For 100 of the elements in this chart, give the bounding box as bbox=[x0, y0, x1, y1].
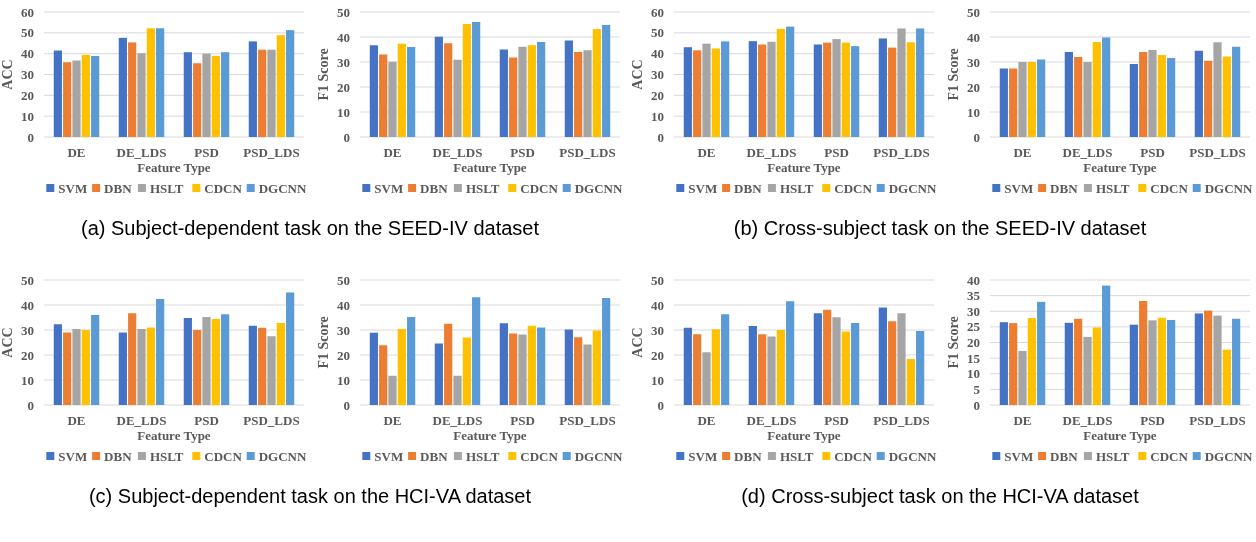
bar bbox=[1213, 42, 1222, 137]
y-tick-label: 30 bbox=[967, 303, 980, 319]
y-tick-label: 20 bbox=[651, 87, 664, 103]
bar bbox=[434, 343, 443, 405]
bar bbox=[1204, 310, 1213, 405]
bar bbox=[916, 28, 925, 137]
bar bbox=[574, 52, 583, 137]
bar bbox=[1092, 327, 1101, 405]
x-tick-label: DE_LDS bbox=[746, 413, 797, 428]
y-tick-label: 20 bbox=[651, 347, 664, 363]
text: (a) Subject-dependent task on the SEED-IV dataset bbox=[80, 217, 540, 239]
bar bbox=[1064, 322, 1073, 405]
x-tick-label: DE_LDS bbox=[116, 145, 167, 160]
x-axis-title: Feature Type bbox=[453, 160, 527, 175]
y-tick-label: 50 bbox=[651, 272, 664, 288]
bar bbox=[1204, 60, 1213, 137]
y-tick-label: 50 bbox=[651, 25, 664, 41]
y-axis-title: F1 Score bbox=[316, 48, 331, 101]
y-tick-label: 50 bbox=[337, 4, 350, 20]
legend-label: SVM bbox=[688, 448, 718, 464]
legend-label: DGCNN bbox=[574, 448, 623, 464]
y-tick-label: 10 bbox=[651, 372, 664, 388]
y-tick-label: 50 bbox=[21, 272, 34, 288]
bar bbox=[1027, 62, 1036, 137]
bar bbox=[851, 323, 860, 405]
legend-label: SVM bbox=[58, 448, 88, 464]
bar bbox=[721, 314, 730, 405]
bar bbox=[1083, 336, 1092, 405]
legend-label: CDCN bbox=[1150, 448, 1189, 464]
bar bbox=[564, 329, 573, 405]
bar bbox=[1037, 59, 1046, 137]
x-tick-label: DE bbox=[697, 413, 716, 428]
legend-label: DGCNN bbox=[574, 180, 623, 196]
bar bbox=[878, 38, 887, 137]
bar bbox=[518, 46, 527, 137]
legend-label: CDCN bbox=[1150, 180, 1189, 196]
bar bbox=[137, 53, 146, 137]
bar bbox=[702, 43, 711, 137]
bar bbox=[711, 48, 720, 137]
bar bbox=[509, 57, 518, 137]
bar bbox=[248, 325, 257, 405]
bar bbox=[878, 307, 887, 405]
y-tick-label: 50 bbox=[21, 25, 34, 41]
y-tick-label: 10 bbox=[967, 366, 980, 382]
bar bbox=[776, 28, 785, 137]
text: (c) Subject-dependent task on the HCI-VA dataset bbox=[88, 485, 532, 507]
bar bbox=[813, 44, 822, 137]
bar bbox=[267, 49, 276, 137]
bar bbox=[221, 52, 230, 137]
bar bbox=[758, 44, 767, 137]
legend-label: DGCNN bbox=[1204, 180, 1253, 196]
y-tick-label: 0 bbox=[657, 397, 664, 413]
legend-label: CDCN bbox=[204, 448, 243, 464]
bar bbox=[583, 344, 592, 405]
bar bbox=[786, 26, 795, 137]
bar bbox=[444, 323, 453, 405]
x-axis-title: Feature Type bbox=[137, 160, 211, 175]
bar bbox=[81, 54, 90, 137]
bar bbox=[462, 337, 471, 405]
bar bbox=[91, 315, 100, 405]
y-tick-label: 10 bbox=[337, 372, 350, 388]
bar bbox=[453, 375, 462, 405]
bar bbox=[527, 45, 536, 137]
bar bbox=[211, 55, 220, 137]
y-tick-label: 30 bbox=[21, 67, 34, 83]
legend-label: DGCNN bbox=[258, 180, 307, 196]
bar bbox=[999, 68, 1008, 137]
bar bbox=[146, 28, 155, 137]
legend-label: CDCN bbox=[834, 448, 873, 464]
bar bbox=[758, 334, 767, 405]
legend-label: DBN bbox=[420, 180, 449, 196]
bar bbox=[888, 47, 897, 137]
bar bbox=[369, 45, 378, 137]
legend-label: DBN bbox=[1050, 180, 1079, 196]
bar bbox=[1157, 317, 1166, 405]
x-tick-label: DE bbox=[383, 413, 402, 428]
y-tick-label: 60 bbox=[21, 4, 34, 20]
legend-label: HSLT bbox=[465, 448, 500, 464]
bar bbox=[1074, 318, 1083, 405]
bar bbox=[1074, 57, 1083, 137]
bar bbox=[81, 330, 90, 405]
bar bbox=[53, 324, 62, 405]
bar bbox=[1092, 42, 1101, 137]
legend-label: HSLT bbox=[779, 448, 814, 464]
y-tick-label: 40 bbox=[967, 29, 980, 45]
bar bbox=[1139, 52, 1148, 137]
bar bbox=[592, 330, 601, 405]
legend-label: DGCNN bbox=[888, 448, 937, 464]
bar bbox=[564, 40, 573, 137]
bar bbox=[462, 24, 471, 137]
y-tick-label: 40 bbox=[21, 46, 34, 62]
x-tick-label: PSD bbox=[824, 145, 849, 160]
x-tick-label: PSD_LDS bbox=[1189, 145, 1246, 160]
bar bbox=[202, 53, 211, 137]
legend-label: CDCN bbox=[834, 180, 873, 196]
bar bbox=[786, 301, 795, 405]
bar bbox=[248, 41, 257, 137]
bar bbox=[1009, 323, 1018, 405]
bar bbox=[1232, 318, 1241, 405]
bar bbox=[1148, 320, 1157, 405]
